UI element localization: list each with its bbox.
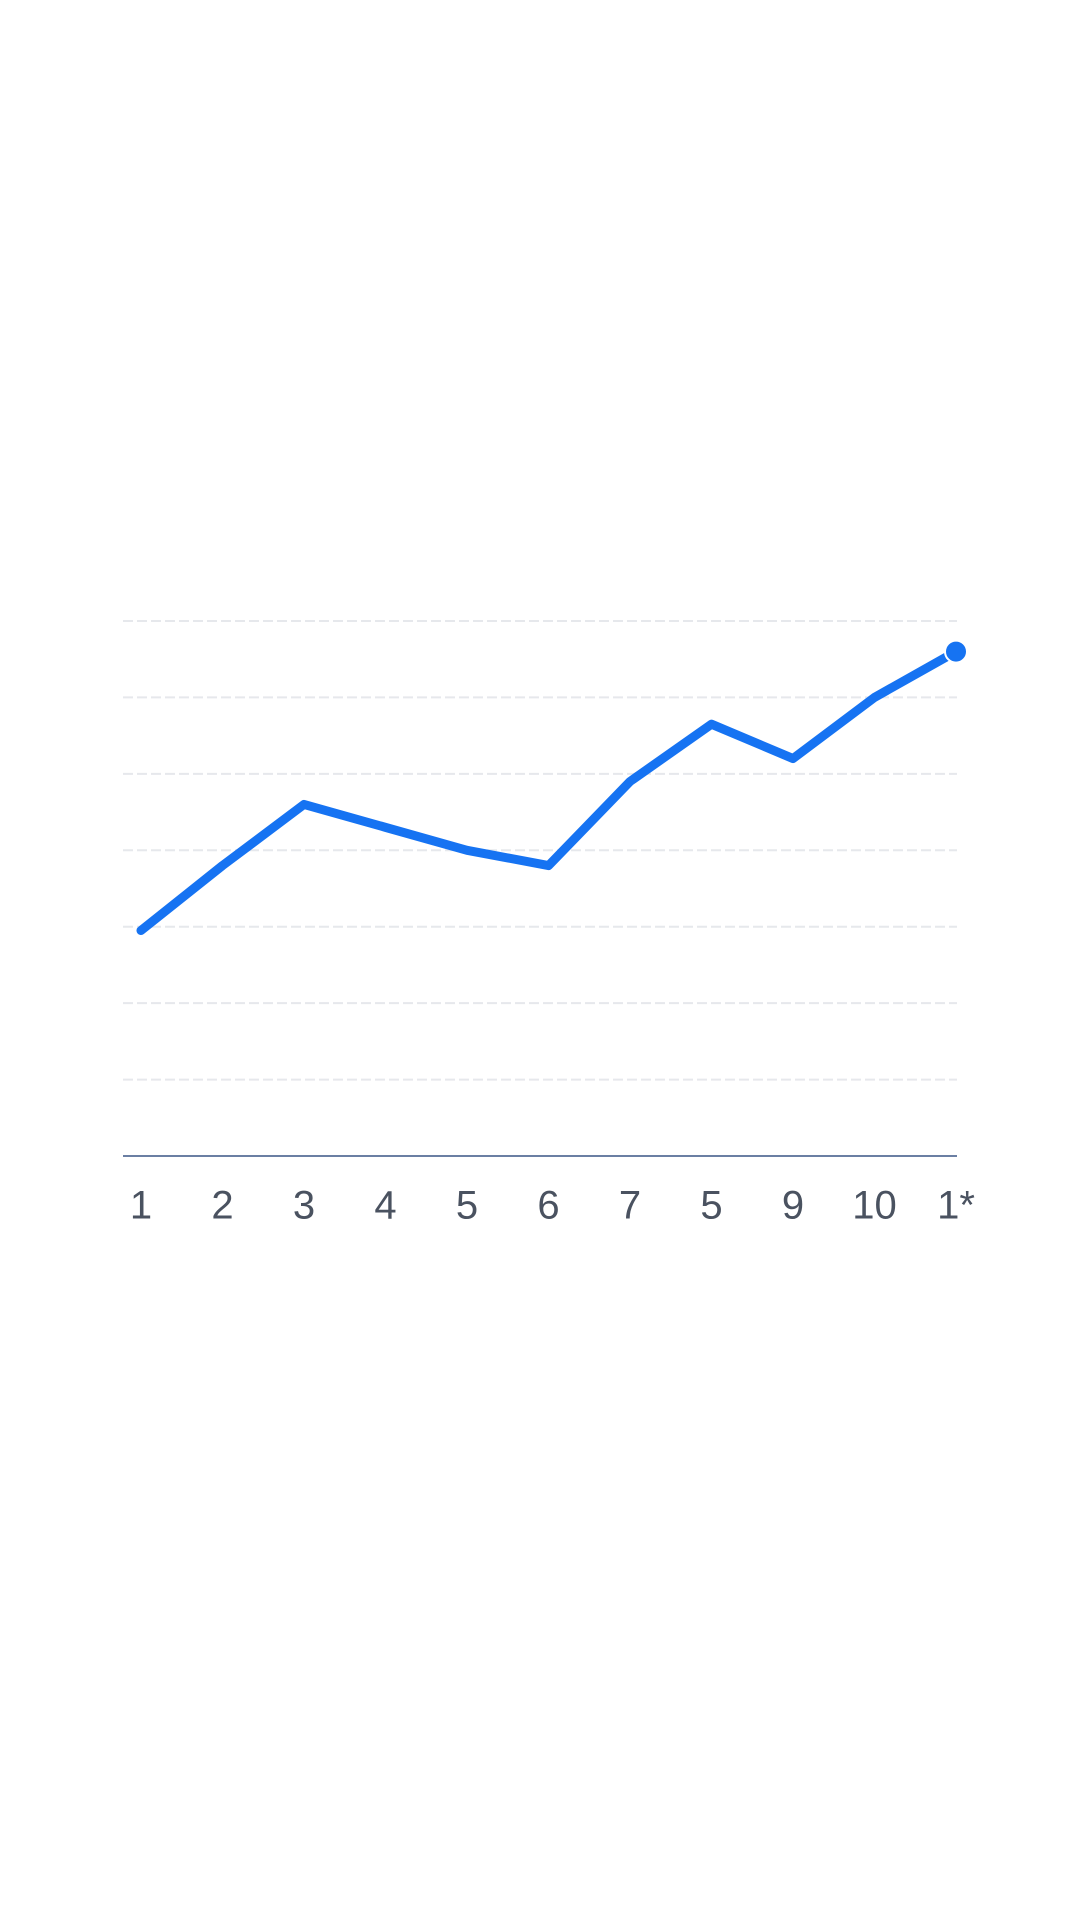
- x-tick-label: 9: [782, 1184, 804, 1228]
- data-line: [136, 647, 961, 936]
- end-point: [944, 639, 968, 664]
- x-tick-label: 6: [537, 1184, 559, 1228]
- x-tick-label: 1*: [937, 1184, 975, 1228]
- x-tick-label: 5: [456, 1184, 478, 1228]
- x-tick-label: 7: [619, 1184, 641, 1228]
- x-tick-label: 5: [700, 1184, 722, 1228]
- x-tick-label: 4: [374, 1184, 396, 1228]
- x-tick-label: 10: [852, 1184, 897, 1228]
- x-tick-label: 3: [293, 1184, 315, 1228]
- x-tick-label: 2: [211, 1184, 233, 1228]
- x-tick-label: 1: [130, 1184, 152, 1228]
